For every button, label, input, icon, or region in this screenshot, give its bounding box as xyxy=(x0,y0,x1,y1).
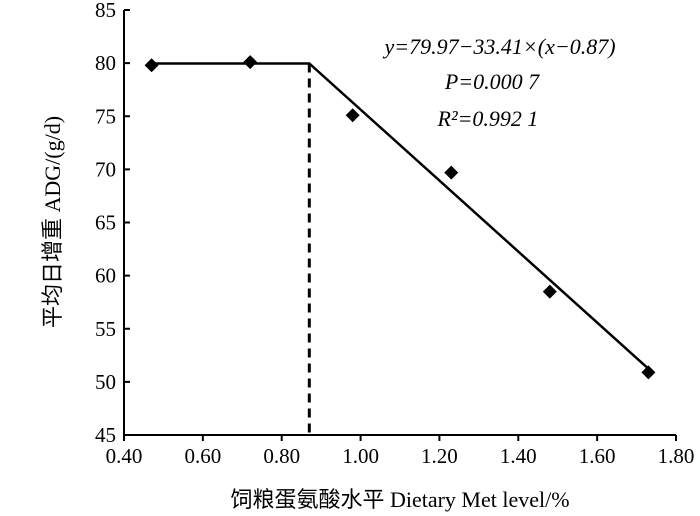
x-axis-title: 饲粮蛋氨酸水平 Dietary Met level/% xyxy=(230,487,569,512)
x-tick-label: 0.60 xyxy=(184,444,221,468)
y-tick-label: 55 xyxy=(95,317,116,341)
x-tick-label: 0.80 xyxy=(263,444,300,468)
y-tick-label: 60 xyxy=(95,264,116,288)
y-tick-label: 70 xyxy=(95,157,116,181)
y-tick-label: 85 xyxy=(95,0,116,22)
axes xyxy=(123,10,676,436)
ticks: 0.40 0.60 0.80 1.00 1.20 1.40 1.60 1.80 45 50 55 60… xyxy=(95,0,694,468)
y-tick-label: 65 xyxy=(95,211,116,235)
data-point xyxy=(444,165,459,180)
y-tick-label: 75 xyxy=(95,104,116,128)
x-tick-label: 0.40 xyxy=(106,444,143,468)
data-points xyxy=(144,55,656,380)
data-point xyxy=(144,58,159,73)
data-point xyxy=(641,365,656,380)
y-tick-label: 80 xyxy=(95,51,116,75)
x-tick-label: 1.80 xyxy=(658,444,695,468)
x-tick-label: 1.20 xyxy=(421,444,458,468)
p-value: P=0.000 7 xyxy=(444,69,540,94)
fit-line-segments xyxy=(151,62,650,370)
fit-equation: y=79.97−33.41×(x−0.87) xyxy=(382,34,615,59)
y-axis-title: 平均日增重 ADG/(g/d) xyxy=(40,116,65,328)
r-squared: R²=0.992 1 xyxy=(437,106,539,131)
x-tick-label: 1.60 xyxy=(579,444,616,468)
data-point xyxy=(243,55,258,70)
y-tick-label: 50 xyxy=(95,370,116,394)
fit-line xyxy=(151,62,650,435)
data-point xyxy=(345,108,360,123)
data-point xyxy=(542,284,557,299)
x-tick-label: 1.00 xyxy=(342,444,379,468)
x-tick-label: 1.40 xyxy=(500,444,537,468)
y-tick-label: 45 xyxy=(95,423,116,447)
annotations: y=79.97−33.41×(x−0.87) P=0.000 7 R²=0.99… xyxy=(382,34,615,131)
